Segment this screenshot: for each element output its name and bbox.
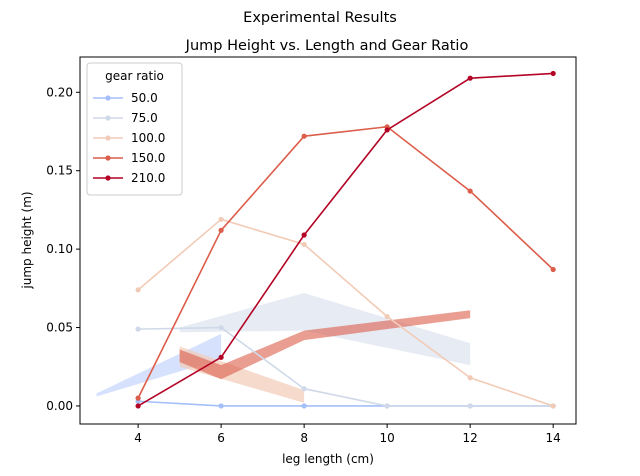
- data-point: [467, 188, 473, 194]
- data-point: [384, 313, 390, 320]
- confidence-band-4: [179, 310, 471, 380]
- data-point: [218, 324, 224, 331]
- y-axis-label: jump height (m): [20, 191, 34, 289]
- x-tick-label: 14: [546, 431, 561, 445]
- data-point: [301, 241, 307, 248]
- legend-entry: 150.0: [93, 151, 165, 165]
- data-point: [218, 403, 224, 409]
- data-point: [384, 403, 390, 409]
- legend-label: 75.0: [131, 111, 158, 125]
- x-axis-ticks: 4 6 8 10 12 14: [134, 424, 561, 445]
- x-tick-label: 12: [463, 431, 478, 445]
- series-line-150.0: [137, 125, 554, 399]
- y-tick-label: 0.15: [46, 164, 73, 178]
- y-axis-ticks: 0.00 0.05 0.10 0.15 0.20: [46, 85, 80, 413]
- series-210.0: [135, 70, 556, 409]
- legend-swatch-marker: [105, 135, 111, 141]
- legend-swatch-marker: [105, 175, 111, 181]
- chart-suptitle: Experimental Results: [243, 10, 397, 26]
- data-point: [467, 403, 473, 409]
- y-tick-label: 0.10: [46, 242, 73, 256]
- legend-items: 50.0 75.0 100.0 150.0 210.0: [93, 91, 165, 185]
- confidence-band-3: [179, 346, 305, 403]
- x-tick-label: 4: [134, 431, 142, 445]
- data-point: [467, 75, 473, 81]
- legend-title: gear ratio: [105, 69, 164, 83]
- axes-frame: [79, 56, 577, 425]
- data-point: [135, 403, 141, 409]
- series-lines: [135, 70, 556, 409]
- y-tick-label: 0.05: [46, 321, 73, 335]
- x-tick-label: 8: [300, 431, 308, 445]
- data-point: [550, 403, 556, 409]
- legend-box: [86, 62, 183, 196]
- legend-label: 100.0: [131, 131, 165, 145]
- data-point: [301, 232, 307, 238]
- x-tick-label: 6: [217, 431, 225, 445]
- series-line-210.0: [137, 72, 554, 407]
- data-point: [218, 354, 224, 360]
- series-line-100.0: [137, 218, 554, 407]
- confidence-bands: [96, 293, 471, 403]
- confidence-band-1: [96, 333, 222, 397]
- data-point: [301, 403, 307, 409]
- legend-swatch-marker: [105, 115, 111, 121]
- data-point: [218, 227, 224, 233]
- legend-entry: 50.0: [93, 91, 158, 105]
- y-tick-label: 0.20: [46, 85, 73, 99]
- chart-title: Jump Height vs. Length and Gear Ratio: [185, 38, 469, 54]
- data-point: [467, 375, 473, 381]
- legend-label: 50.0: [131, 91, 158, 105]
- series-50.0: [135, 398, 556, 409]
- legend-label: 150.0: [131, 151, 165, 165]
- legend-entry: 100.0: [93, 131, 165, 145]
- data-point: [301, 386, 307, 392]
- series-100.0: [135, 216, 556, 409]
- legend-swatch-marker: [105, 95, 111, 101]
- data-point: [550, 266, 556, 273]
- data-point: [135, 326, 141, 332]
- data-point: [135, 287, 141, 293]
- y-tick-label: 0.00: [46, 399, 73, 413]
- legend-entry: 75.0: [93, 111, 158, 125]
- x-axis-label: leg length (cm): [282, 452, 374, 466]
- legend-label: 210.0: [131, 171, 165, 185]
- series-line-75.0: [138, 326, 554, 407]
- series-150.0: [135, 124, 556, 401]
- x-tick-label: 10: [380, 431, 395, 445]
- legend-swatch-marker: [105, 155, 111, 161]
- legend: gear ratio 50.0 75.0 100.0 150.0 210.0: [86, 62, 183, 196]
- data-point: [550, 70, 556, 77]
- data-point: [384, 127, 390, 133]
- legend-entry: 210.0: [93, 171, 165, 185]
- data-point: [218, 216, 224, 222]
- data-point: [135, 395, 141, 401]
- data-point: [301, 133, 307, 139]
